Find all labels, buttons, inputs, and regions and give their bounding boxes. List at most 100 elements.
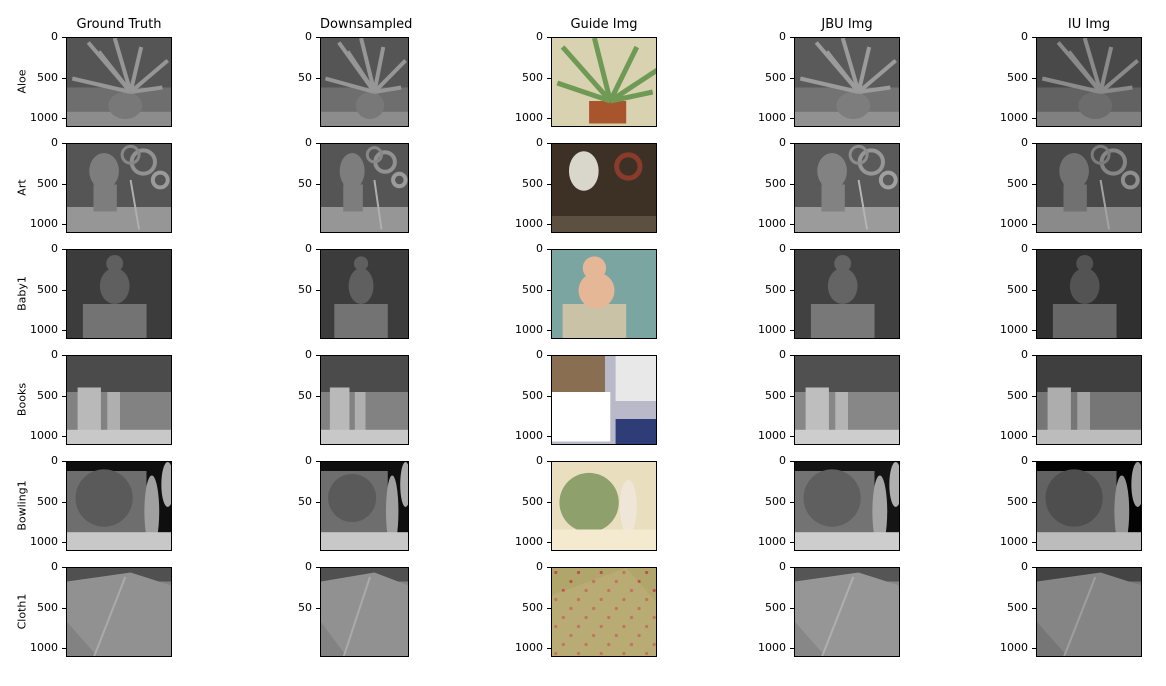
y-tick-mark (1032, 461, 1036, 462)
y-tick-mark (790, 461, 794, 462)
y-tick-label: 500 (765, 282, 786, 296)
y-tick-label: 50 (298, 283, 312, 297)
y-tick-mark (316, 37, 320, 38)
column-title: Downsampled (320, 17, 413, 32)
y-tick-label: 500 (1007, 600, 1028, 614)
y-tick-mark (790, 224, 794, 225)
panel-image (1037, 250, 1141, 338)
y-tick-label: 50 (298, 71, 312, 85)
y-tick-mark (1032, 249, 1036, 250)
y-tick-mark (62, 607, 66, 609)
y-tick-mark (547, 542, 551, 543)
y-tick-mark (316, 355, 320, 356)
y-tick-label: 0 (1021, 560, 1028, 573)
y-tick-mark (316, 502, 320, 504)
y-tick-mark (547, 330, 551, 331)
y-tick-label: 50 (298, 177, 312, 191)
image-panel (794, 249, 900, 339)
y-tick-label: 1000 (515, 111, 543, 124)
y-tick-mark (547, 289, 551, 291)
y-tick-label: 50 (298, 495, 312, 509)
y-tick-label: 500 (37, 600, 58, 614)
image-panel (320, 249, 409, 339)
image-panel (320, 37, 409, 127)
y-tick-label: 1000 (1000, 323, 1028, 336)
y-tick-label: 1000 (30, 429, 58, 442)
panel-image (67, 356, 171, 444)
panel-image (552, 356, 656, 444)
y-tick-mark (790, 143, 794, 144)
y-tick-mark (1032, 330, 1036, 331)
y-tick-mark (790, 355, 794, 356)
image-panel (794, 37, 900, 127)
y-tick-label: 0 (536, 242, 543, 255)
panel-image (552, 250, 656, 338)
y-tick-mark (62, 542, 66, 543)
y-tick-mark (1032, 37, 1036, 38)
image-panel (794, 143, 900, 233)
image-panel (320, 355, 409, 445)
y-tick-mark (1032, 542, 1036, 543)
y-tick-label: 1000 (515, 535, 543, 548)
image-panel (1036, 249, 1142, 339)
y-tick-label: 1000 (30, 641, 58, 654)
y-tick-label: 0 (305, 30, 312, 43)
panel-image (795, 250, 899, 338)
y-tick-mark (547, 249, 551, 250)
y-tick-mark (547, 118, 551, 119)
y-tick-mark (547, 183, 551, 185)
panel-image (1037, 144, 1141, 232)
y-tick-mark (62, 355, 66, 356)
y-tick-label: 500 (522, 176, 543, 190)
y-tick-mark (790, 249, 794, 250)
y-tick-mark (316, 608, 320, 610)
panel-image (1037, 38, 1141, 126)
y-tick-label: 0 (51, 136, 58, 149)
y-tick-mark (1032, 501, 1036, 503)
y-tick-label: 500 (522, 494, 543, 508)
y-tick-label: 0 (779, 454, 786, 467)
image-panel (551, 249, 657, 339)
y-tick-mark (62, 118, 66, 119)
y-tick-mark (1032, 183, 1036, 185)
y-tick-label: 0 (305, 136, 312, 149)
y-tick-label: 0 (779, 348, 786, 361)
y-tick-mark (1032, 355, 1036, 356)
y-tick-mark (316, 290, 320, 292)
y-tick-mark (1032, 118, 1036, 119)
y-tick-label: 1000 (758, 217, 786, 230)
panel-image (795, 144, 899, 232)
panel-image (321, 38, 408, 126)
y-tick-mark (1032, 395, 1036, 397)
y-tick-label: 0 (305, 560, 312, 573)
y-tick-label: 1000 (515, 641, 543, 654)
panel-image (552, 38, 656, 126)
y-tick-label: 1000 (1000, 111, 1028, 124)
y-tick-mark (62, 436, 66, 437)
y-tick-label: 0 (779, 136, 786, 149)
y-tick-label: 500 (37, 70, 58, 84)
y-tick-label: 0 (536, 348, 543, 361)
y-tick-label: 0 (51, 454, 58, 467)
y-tick-mark (790, 37, 794, 38)
y-tick-mark (547, 461, 551, 462)
panel-image (1037, 356, 1141, 444)
y-tick-label: 1000 (1000, 217, 1028, 230)
y-tick-mark (547, 436, 551, 437)
panel-image (795, 462, 899, 550)
panel-image (321, 356, 408, 444)
y-tick-mark (62, 461, 66, 462)
y-tick-label: 0 (536, 454, 543, 467)
image-panel (66, 355, 172, 445)
y-tick-mark (790, 567, 794, 568)
y-tick-label: 500 (522, 388, 543, 402)
y-tick-label: 0 (51, 348, 58, 361)
image-panel (66, 461, 172, 551)
y-tick-mark (547, 567, 551, 568)
y-tick-label: 1000 (515, 217, 543, 230)
panel-image (552, 462, 656, 550)
image-panel (320, 143, 409, 233)
y-tick-label: 500 (37, 388, 58, 402)
y-tick-label: 0 (305, 454, 312, 467)
